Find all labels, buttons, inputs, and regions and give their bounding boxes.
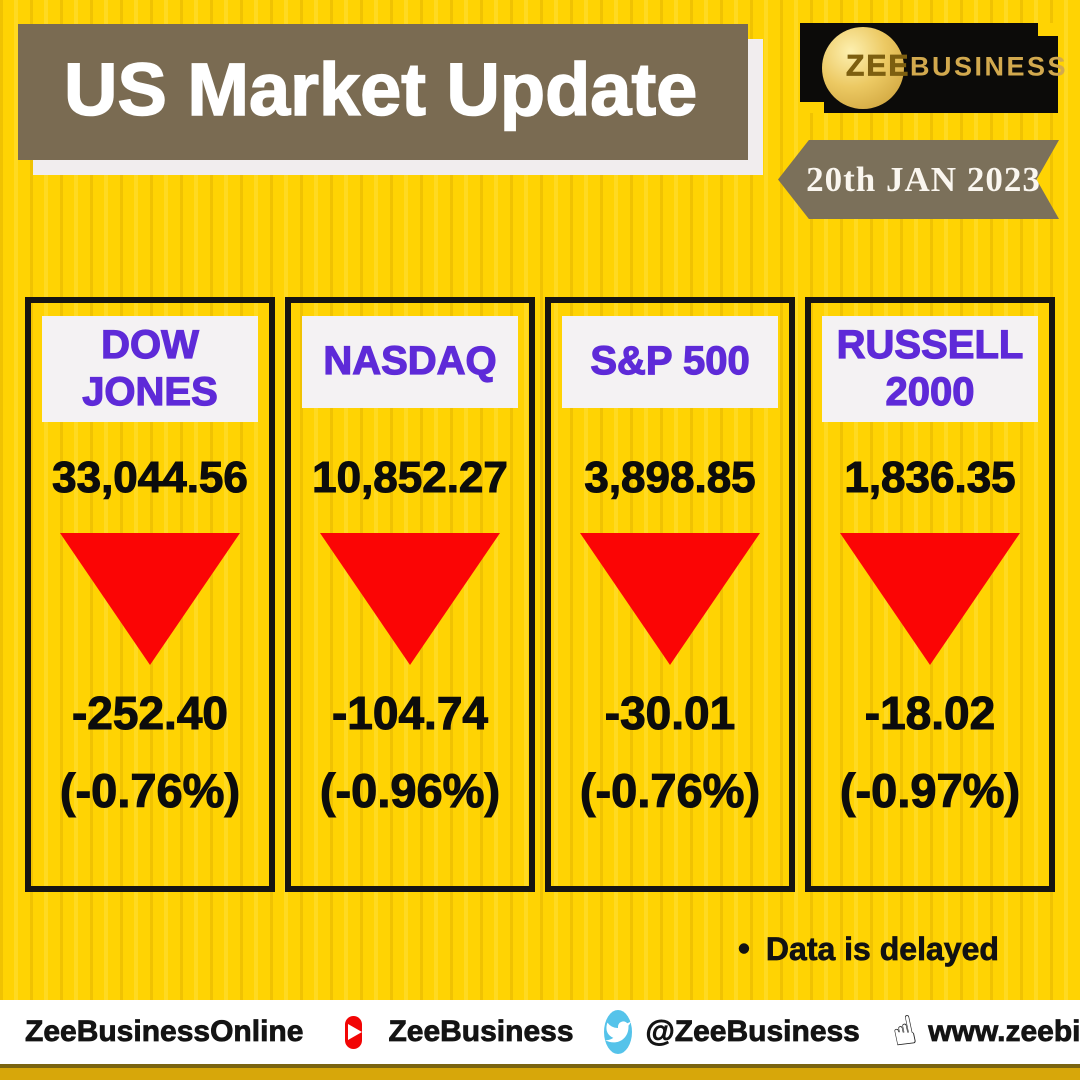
index-change: -30.01 (604, 686, 736, 739)
down-triangle-icon (320, 533, 500, 665)
index-change-pct: (-0.96%) (319, 763, 501, 817)
index-change: -252.40 (71, 686, 228, 739)
index-label-box: DOW JONES (42, 316, 258, 423)
zee-gold-circle-icon (822, 27, 904, 109)
facebook-handle[interactable]: ZeeBusinessOnline (25, 1015, 304, 1049)
bullet-icon: • (738, 930, 751, 969)
index-card-dow-jones: DOW JONES 33,044.56 -252.40 (-0.76%) (25, 297, 275, 892)
bottom-strip (0, 1064, 1080, 1080)
index-change-pct: (-0.76%) (59, 763, 241, 817)
index-change-pct: (-0.76%) (579, 763, 761, 817)
down-triangle-icon (580, 533, 760, 665)
index-value: 33,044.56 (52, 452, 249, 502)
index-name: S&P 500 (590, 339, 751, 384)
index-change-pct: (-0.97%) (839, 763, 1021, 817)
youtube-icon[interactable] (345, 1015, 363, 1049)
twitter-icon[interactable] (603, 1010, 632, 1054)
index-change: -104.74 (331, 686, 488, 739)
youtube-handle[interactable]: ZeeBusiness (388, 1015, 574, 1049)
logo-business-text: BUSINESS (910, 51, 1069, 82)
index-value: 3,898.85 (584, 452, 756, 502)
index-label-box: S&P 500 (562, 316, 778, 408)
index-name: RUSSELL 2000 (836, 322, 1024, 415)
date-banner: 20th JAN 2023 (778, 140, 1059, 219)
index-value: 1,836.35 (844, 452, 1016, 502)
logo-zee-text: ZEE (846, 49, 911, 83)
index-card-nasdaq: NASDAQ 10,852.27 -104.74 (-0.96%) (285, 297, 535, 892)
logo-notch-bottom-left (800, 102, 824, 113)
index-label-box: RUSSELL 2000 (822, 316, 1038, 423)
index-card-russell-2000: RUSSELL 2000 1,836.35 -18.02 (-0.97%) (805, 297, 1055, 892)
footer-bar: f ZeeBusinessOnline ZeeBusiness @ZeeBusi… (0, 1000, 1080, 1064)
index-change: -18.02 (864, 686, 996, 739)
index-label-box: NASDAQ (302, 316, 518, 408)
index-value: 10,852.27 (312, 452, 509, 502)
delay-note-text: Data is delayed (765, 931, 1000, 968)
website-url[interactable]: www.zeebiz.com (928, 1015, 1080, 1049)
cursor-hand-icon: ☝ (887, 1006, 921, 1058)
index-card-sp500: S&P 500 3,898.85 -30.01 (-0.76%) (545, 297, 795, 892)
page-title: US Market Update (63, 47, 698, 132)
date-label: 20th JAN 2023 (806, 159, 1041, 199)
delay-note: • Data is delayed (738, 930, 1000, 969)
down-triangle-icon (60, 533, 240, 665)
twitter-bird-glyph (604, 1021, 631, 1043)
logo-notch-top-right (1038, 23, 1058, 36)
twitter-handle[interactable]: @ZeeBusiness (645, 1015, 860, 1049)
index-name: NASDAQ (323, 339, 498, 384)
title-box: US Market Update (18, 24, 748, 160)
down-triangle-icon (840, 533, 1020, 665)
zee-business-logo: ZEE BUSINESS (800, 23, 1066, 113)
index-name: DOW JONES (82, 322, 219, 415)
